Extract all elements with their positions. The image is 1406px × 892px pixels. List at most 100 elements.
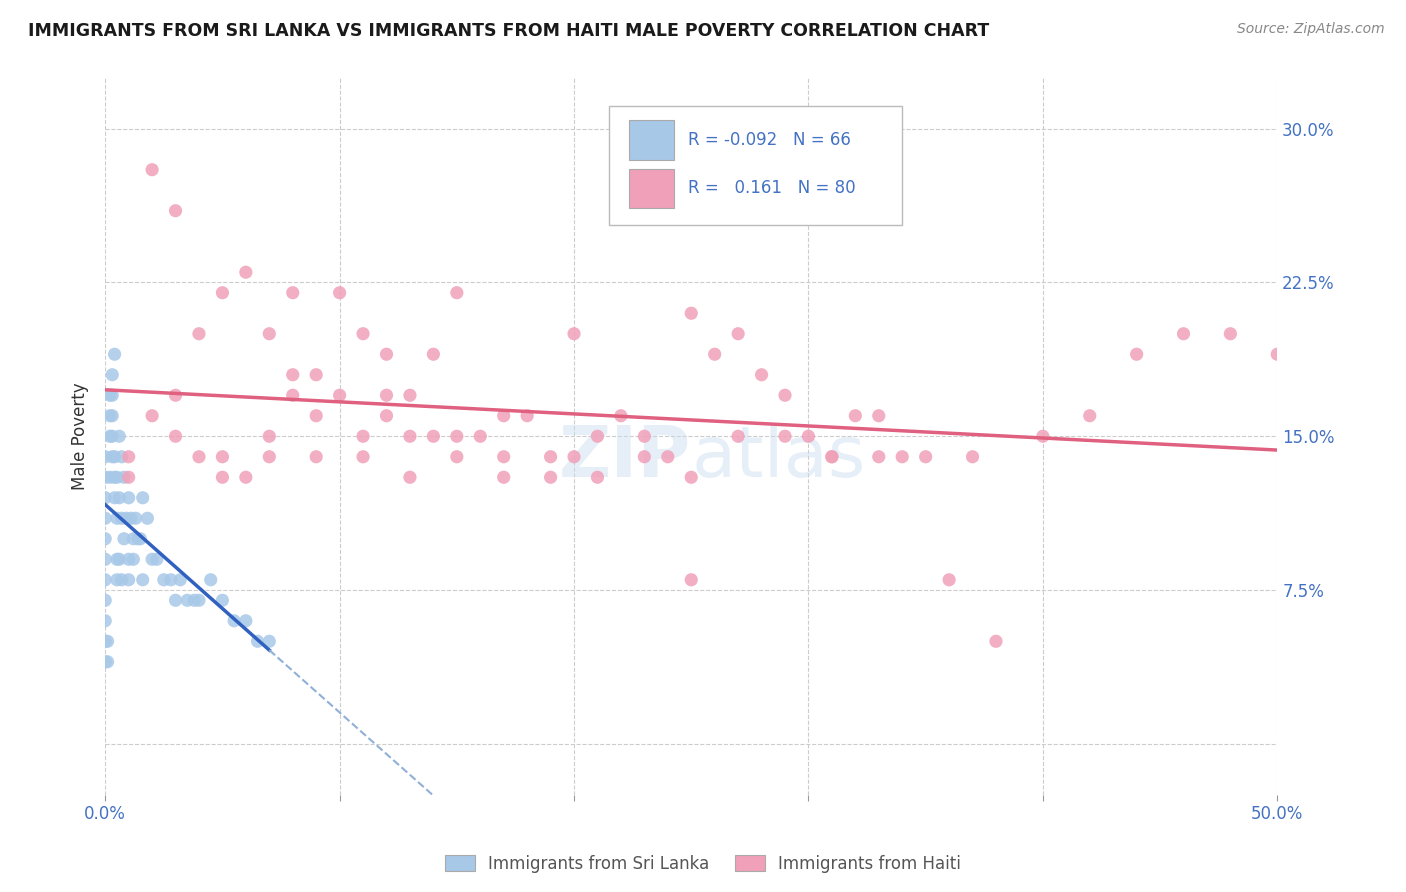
Point — [352, 450, 374, 464]
Point — [98, 429, 121, 443]
Point — [492, 470, 515, 484]
Point — [681, 573, 703, 587]
Point — [146, 552, 169, 566]
Point — [914, 450, 936, 464]
Point — [136, 511, 159, 525]
Point — [98, 388, 121, 402]
Point — [112, 470, 135, 484]
FancyBboxPatch shape — [609, 106, 903, 225]
Point — [422, 429, 444, 443]
Point — [94, 614, 117, 628]
Point — [259, 450, 281, 464]
Point — [165, 203, 187, 218]
Point — [352, 326, 374, 341]
Point — [681, 470, 703, 484]
Point — [516, 409, 538, 423]
Point — [235, 614, 257, 628]
Point — [118, 470, 141, 484]
Point — [94, 593, 117, 607]
Point — [176, 593, 198, 607]
Point — [1173, 326, 1195, 341]
Point — [188, 326, 211, 341]
Point — [633, 429, 655, 443]
Point — [94, 511, 117, 525]
Point — [399, 429, 422, 443]
Point — [94, 552, 117, 566]
Text: IMMIGRANTS FROM SRI LANKA VS IMMIGRANTS FROM HAITI MALE POVERTY CORRELATION CHAR: IMMIGRANTS FROM SRI LANKA VS IMMIGRANTS … — [28, 22, 990, 40]
Point — [200, 573, 222, 587]
Point — [305, 409, 328, 423]
Point — [821, 450, 844, 464]
Point — [118, 491, 141, 505]
Point — [446, 429, 468, 443]
Point — [108, 552, 131, 566]
Point — [165, 429, 187, 443]
Point — [703, 347, 725, 361]
Point — [118, 552, 141, 566]
Point — [727, 326, 749, 341]
Point — [224, 614, 246, 628]
Point — [211, 470, 233, 484]
Point — [105, 470, 128, 484]
Text: R =   0.161   N = 80: R = 0.161 N = 80 — [688, 179, 855, 197]
Point — [125, 511, 148, 525]
Point — [169, 573, 191, 587]
Bar — [628, 169, 673, 208]
Point — [562, 326, 585, 341]
Point — [122, 532, 145, 546]
Point — [470, 429, 492, 443]
Point — [586, 429, 609, 443]
Point — [1125, 347, 1147, 361]
Point — [101, 388, 124, 402]
Point — [112, 532, 135, 546]
Point — [235, 265, 257, 279]
Point — [122, 552, 145, 566]
Point — [844, 409, 866, 423]
Point — [821, 450, 844, 464]
Point — [98, 470, 121, 484]
Point — [94, 573, 117, 587]
Text: R = -0.092   N = 66: R = -0.092 N = 66 — [688, 131, 851, 149]
Point — [540, 450, 562, 464]
Point — [211, 450, 233, 464]
Point — [141, 552, 163, 566]
Point — [103, 491, 125, 505]
Point — [352, 429, 374, 443]
Point — [94, 491, 117, 505]
Point — [108, 429, 131, 443]
Point — [132, 491, 155, 505]
Point — [259, 326, 281, 341]
Point — [1265, 347, 1288, 361]
Point — [399, 388, 422, 402]
Point — [751, 368, 773, 382]
Point — [188, 593, 211, 607]
Point — [153, 573, 176, 587]
Point — [727, 429, 749, 443]
Point — [188, 450, 211, 464]
Point — [492, 450, 515, 464]
Point — [1078, 409, 1101, 423]
Point — [586, 470, 609, 484]
Point — [118, 573, 141, 587]
Point — [94, 470, 117, 484]
Point — [259, 634, 281, 648]
Point — [103, 470, 125, 484]
Point — [98, 409, 121, 423]
Point — [105, 511, 128, 525]
Text: atlas: atlas — [692, 424, 866, 492]
Point — [94, 655, 117, 669]
Point — [562, 450, 585, 464]
Point — [1032, 429, 1054, 443]
Point — [633, 450, 655, 464]
Point — [281, 368, 304, 382]
Point — [96, 634, 118, 648]
Point — [101, 429, 124, 443]
Legend: Immigrants from Sri Lanka, Immigrants from Haiti: Immigrants from Sri Lanka, Immigrants fr… — [439, 848, 967, 880]
Point — [305, 368, 328, 382]
Point — [657, 450, 679, 464]
Point — [183, 593, 205, 607]
Point — [246, 634, 269, 648]
Point — [938, 573, 960, 587]
Point — [868, 409, 890, 423]
Point — [211, 593, 233, 607]
